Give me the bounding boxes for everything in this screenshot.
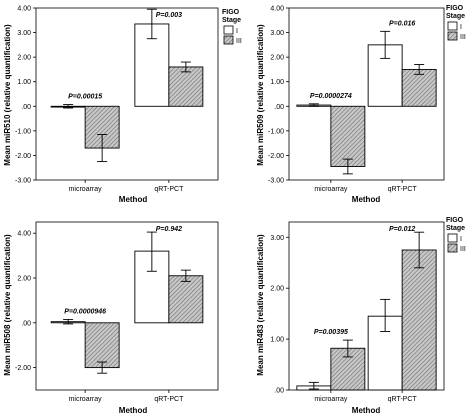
p-value-annotation: P=0.016 <box>389 20 415 27</box>
bar-qrt-pct-stage-iii <box>401 68 437 107</box>
y-axis-label: Mean miR510 (relative quantification) <box>3 24 12 166</box>
y-axis-label: Mean miR483 (relative quantification) <box>256 234 265 376</box>
y-tick-label: 3.00 <box>270 30 284 37</box>
x-axis-label: Method <box>352 406 381 415</box>
p-value-annotation: P=0.0000946 <box>64 308 106 315</box>
y-tick-label: 2.00 <box>17 55 31 62</box>
y-tick-label: 1.00 <box>270 79 284 86</box>
p-value-annotation: P=0.00015 <box>68 94 102 101</box>
x-tick-label: microarray <box>314 396 348 403</box>
y-tick-label: 4.00 <box>270 6 284 13</box>
legend-swatch-stage-iii <box>447 31 458 41</box>
legend-label-stage-i: I <box>460 236 462 243</box>
legend-title: Stage <box>222 17 241 24</box>
p-value-annotation: P=0.942 <box>156 226 182 233</box>
legend-title: FIGO <box>222 9 240 16</box>
y-tick-label: .00 <box>274 388 284 395</box>
legend-title: FIGO <box>446 217 464 224</box>
x-tick-label: microarray <box>69 396 103 403</box>
plot-frame <box>35 221 219 391</box>
legend-title: Stage <box>446 13 465 20</box>
x-tick-label: microarray <box>314 186 348 193</box>
y-tick-label: -3.00 <box>15 178 31 185</box>
y-tick-label: 4.00 <box>17 6 31 13</box>
y-tick-label: 1.00 <box>270 337 284 344</box>
y-tick-label: -1.00 <box>15 128 31 135</box>
chart-panel-mir508: Mean miR508 (relative quantification) Me… <box>3 221 219 415</box>
y-tick-label: -3.00 <box>268 178 284 185</box>
bar-microarray-stage-iii <box>84 322 120 369</box>
legend-title: FIGO <box>446 5 464 12</box>
legend-label-stage-i: I <box>236 28 238 35</box>
y-tick-label: 2.00 <box>270 286 284 293</box>
y-tick-label: 3.00 <box>17 30 31 37</box>
y-tick-label: -1.00 <box>268 128 284 135</box>
y-tick-label: 1.00 <box>17 79 31 86</box>
y-tick-label: 2.00 <box>17 276 31 283</box>
p-value-annotation: P=0.003 <box>156 12 182 19</box>
legend-swatch-stage-iii <box>223 35 234 45</box>
p-value-annotation: P=0.012 <box>389 226 415 233</box>
legend-swatch-stage-iii <box>447 243 458 253</box>
plot-frame <box>288 221 445 391</box>
y-tick-label: -2.00 <box>15 365 31 372</box>
legend-title: Stage <box>446 225 465 232</box>
x-tick-label: qRT-PCT <box>388 186 418 193</box>
x-axis-label: Method <box>352 195 381 204</box>
chart-panel-mir509: Mean miR509 (relative quantification) Me… <box>256 5 466 204</box>
x-axis-label: Method <box>119 406 148 415</box>
y-axis-label: Mean miR509 (relative quantification) <box>256 24 265 166</box>
legend-label-stage-iii: III <box>236 38 242 45</box>
plot-frame <box>288 7 445 181</box>
legend-label-stage-i: I <box>460 24 462 31</box>
bar-qrt-pct-stage-iii <box>168 66 204 107</box>
bar-qrt-pct-stage-iii <box>168 275 204 324</box>
y-tick-label: .00 <box>274 104 284 111</box>
x-tick-label: qRT-PCT <box>388 396 418 403</box>
p-value-annotation: P=0.0000274 <box>310 93 352 100</box>
y-tick-label: .00 <box>21 320 31 327</box>
chart-panel-mir483: Mean miR483 (relative quantification) Me… <box>256 217 466 415</box>
x-tick-label: qRT-PCT <box>154 396 184 403</box>
y-axis-label: Mean miR508 (relative quantification) <box>3 234 12 376</box>
y-tick-label: 3.00 <box>270 235 284 242</box>
chart-panel-mir510: Mean miR510 (relative quantification) Me… <box>3 6 242 205</box>
legend-label-stage-iii: III <box>460 246 466 253</box>
bar-qrt-pct-stage-iii <box>401 249 437 391</box>
y-tick-label: 4.00 <box>17 231 31 238</box>
legend-label-stage-iii: III <box>460 34 466 41</box>
bar-microarray-stage-iii <box>330 105 366 167</box>
y-tick-label: 2.00 <box>270 55 284 62</box>
y-tick-label: -2.00 <box>15 153 31 160</box>
legend-swatch-stage-i <box>447 233 458 243</box>
x-axis-label: Method <box>119 195 148 204</box>
legend-swatch-stage-i <box>223 25 234 35</box>
y-tick-label: .00 <box>21 104 31 111</box>
x-tick-label: microarray <box>69 186 103 193</box>
y-tick-label: -2.00 <box>268 153 284 160</box>
p-value-annotation: P=0.00395 <box>314 329 348 336</box>
plot-frame <box>35 7 219 181</box>
legend-swatch-stage-i <box>447 21 458 31</box>
x-tick-label: qRT-PCT <box>154 186 184 193</box>
